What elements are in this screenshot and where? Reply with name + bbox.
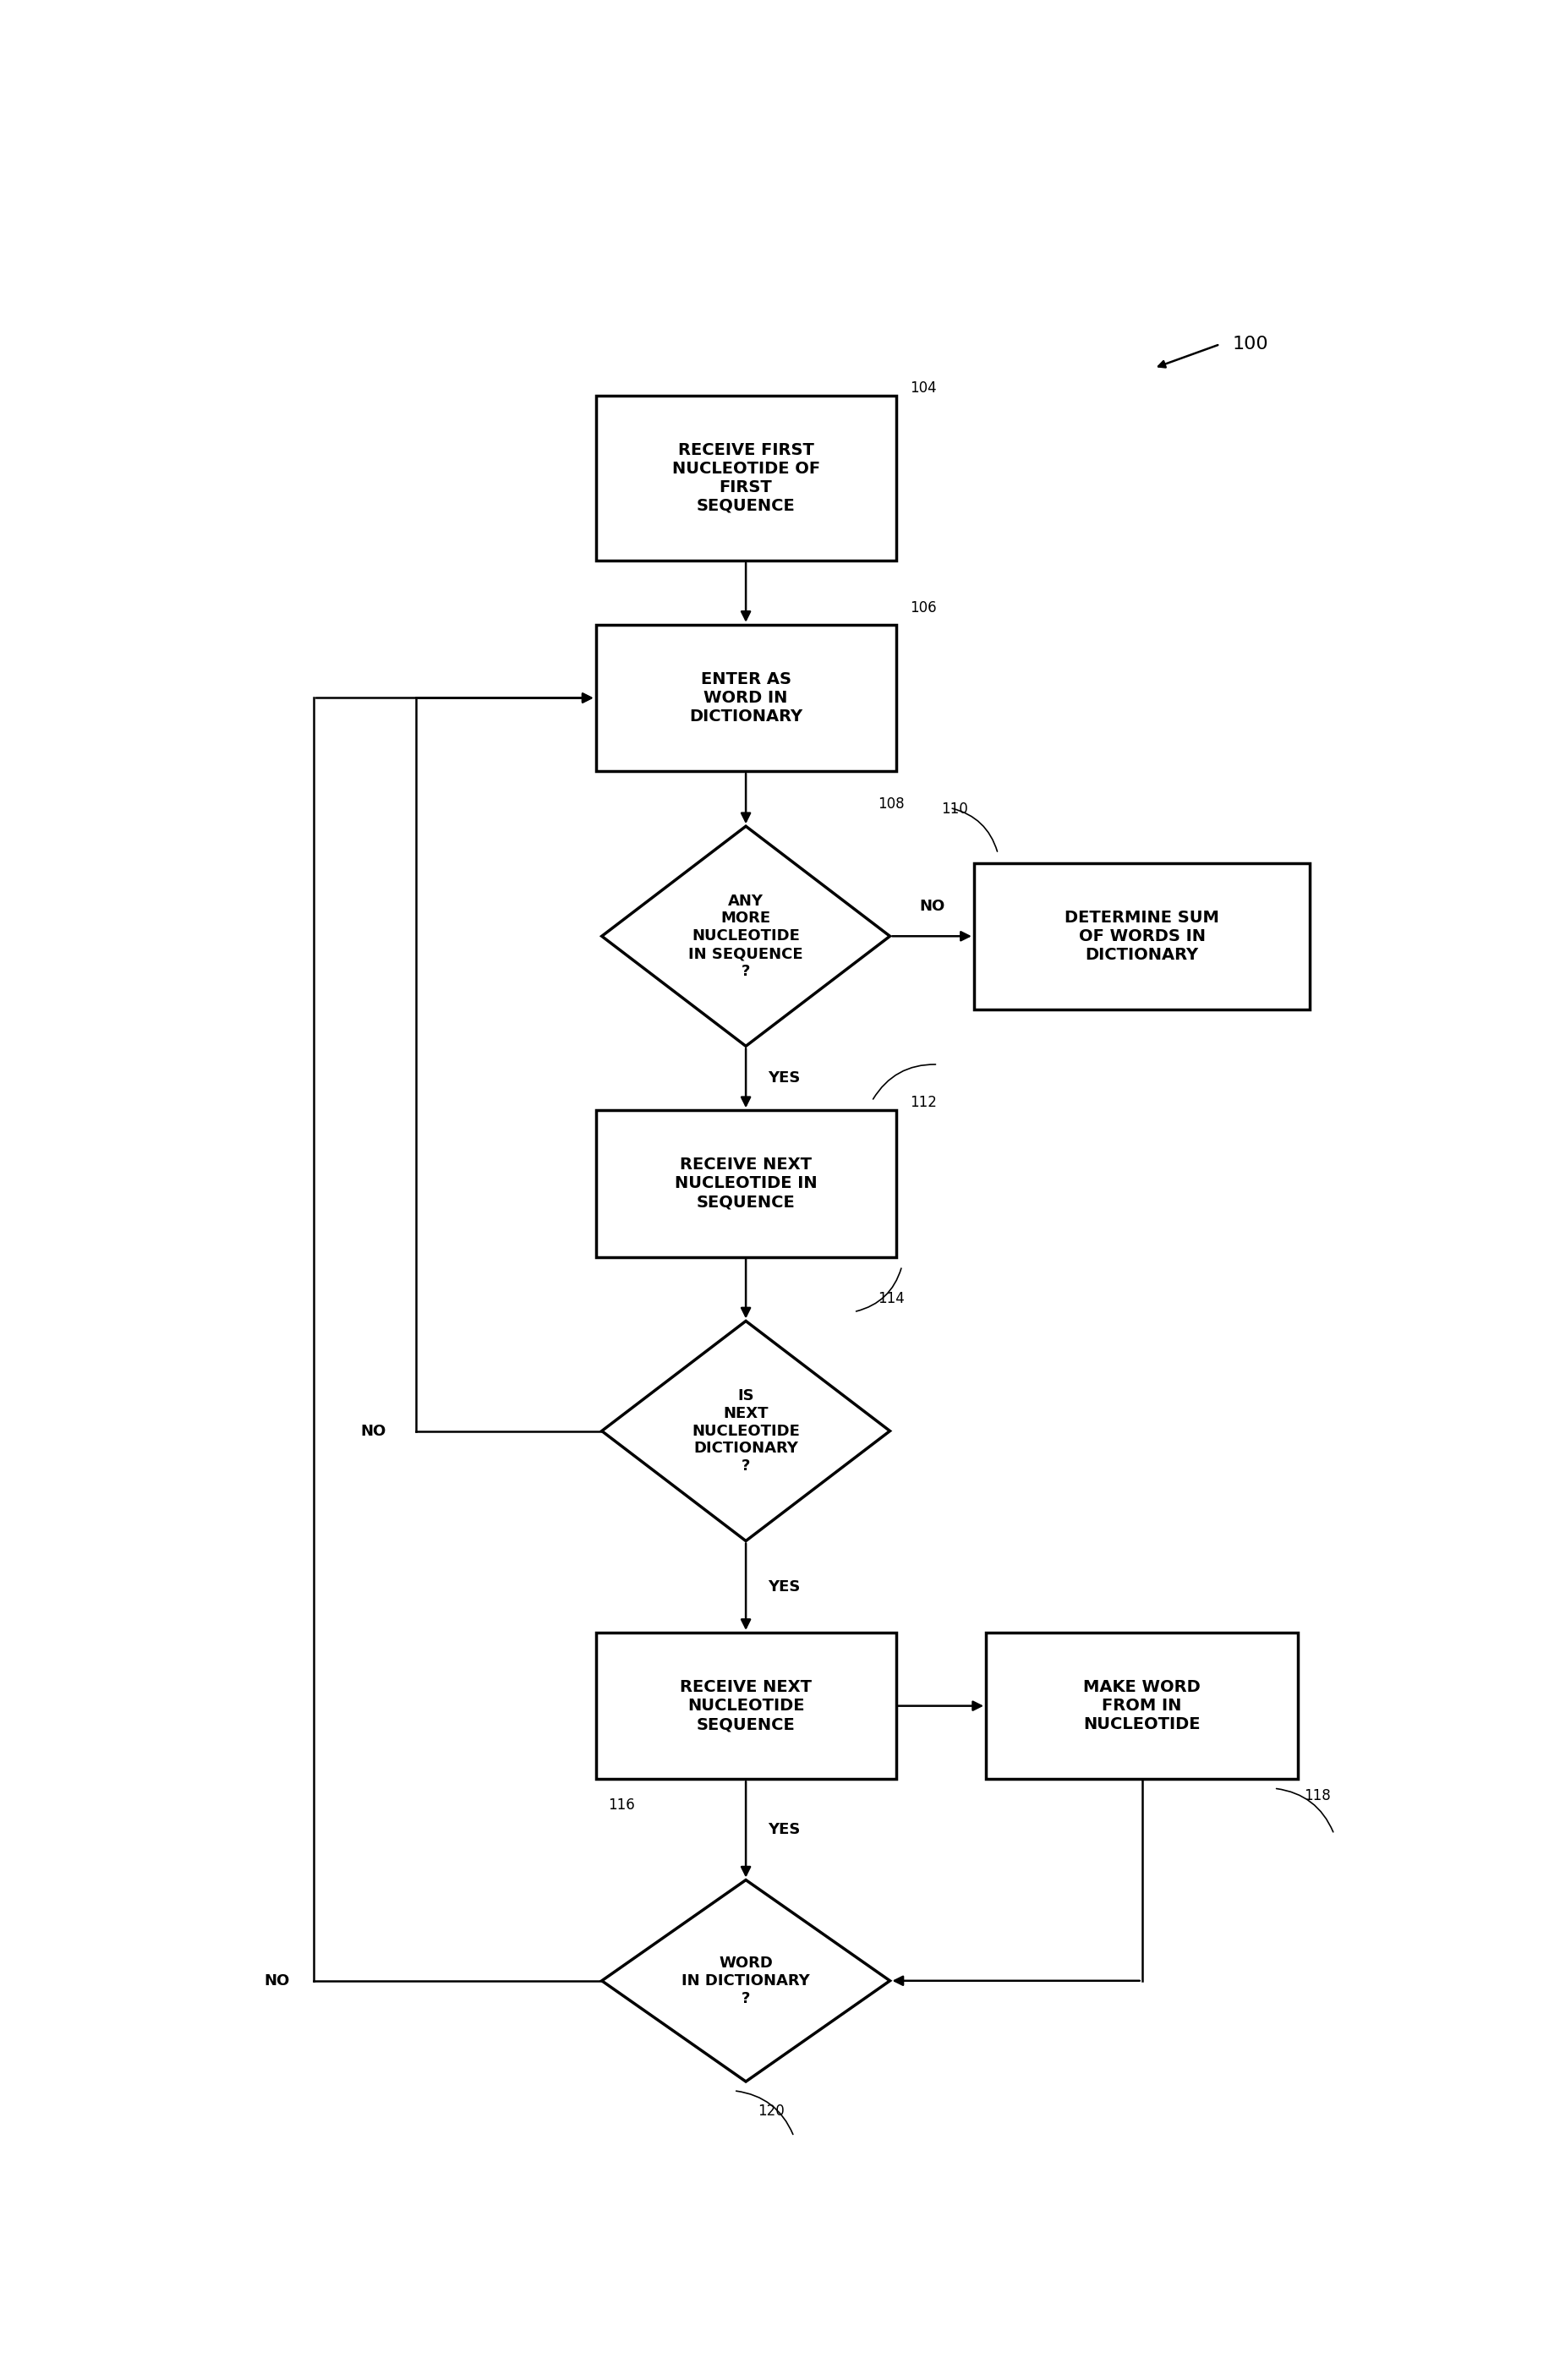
- Text: DETERMINE SUM
OF WORDS IN
DICTIONARY: DETERMINE SUM OF WORDS IN DICTIONARY: [1064, 909, 1219, 964]
- Bar: [974, 864, 1310, 1009]
- Text: 118: 118: [1304, 1787, 1331, 1804]
- Polygon shape: [601, 1880, 889, 2082]
- Text: 108: 108: [878, 797, 905, 812]
- Text: YES: YES: [767, 1823, 799, 1837]
- Bar: [596, 395, 895, 562]
- Bar: [596, 624, 895, 771]
- Text: NO: NO: [919, 900, 945, 914]
- Text: WORD
IN DICTIONARY
?: WORD IN DICTIONARY ?: [682, 1956, 810, 2006]
- Text: NO: NO: [359, 1423, 386, 1438]
- Polygon shape: [601, 826, 889, 1047]
- Text: RECEIVE FIRST
NUCLEOTIDE OF
FIRST
SEQUENCE: RECEIVE FIRST NUCLEOTIDE OF FIRST SEQUEN…: [672, 443, 819, 514]
- Bar: [596, 1633, 895, 1780]
- Text: 120: 120: [757, 2104, 785, 2118]
- Text: ENTER AS
WORD IN
DICTIONARY: ENTER AS WORD IN DICTIONARY: [689, 671, 802, 724]
- Text: 104: 104: [911, 381, 937, 395]
- Text: RECEIVE NEXT
NUCLEOTIDE
SEQUENCE: RECEIVE NEXT NUCLEOTIDE SEQUENCE: [680, 1680, 812, 1733]
- Bar: [596, 1111, 895, 1257]
- Text: NO: NO: [263, 1973, 290, 1987]
- Text: ANY
MORE
NUCLEOTIDE
IN SEQUENCE
?: ANY MORE NUCLEOTIDE IN SEQUENCE ?: [688, 892, 804, 978]
- Text: 106: 106: [911, 600, 937, 616]
- Text: YES: YES: [767, 1580, 799, 1595]
- Text: IS
NEXT
NUCLEOTIDE
DICTIONARY
?: IS NEXT NUCLEOTIDE DICTIONARY ?: [692, 1388, 799, 1473]
- Polygon shape: [601, 1321, 889, 1540]
- Text: YES: YES: [767, 1071, 799, 1085]
- Text: 112: 112: [911, 1095, 937, 1111]
- Text: 100: 100: [1231, 336, 1269, 352]
- Text: RECEIVE NEXT
NUCLEOTIDE IN
SEQUENCE: RECEIVE NEXT NUCLEOTIDE IN SEQUENCE: [674, 1157, 818, 1209]
- Text: 114: 114: [878, 1290, 905, 1307]
- Text: 116: 116: [607, 1797, 635, 1814]
- Text: 110: 110: [942, 802, 968, 816]
- Text: MAKE WORD
FROM IN
NUCLEOTIDE: MAKE WORD FROM IN NUCLEOTIDE: [1083, 1680, 1200, 1733]
- Bar: [985, 1633, 1298, 1780]
